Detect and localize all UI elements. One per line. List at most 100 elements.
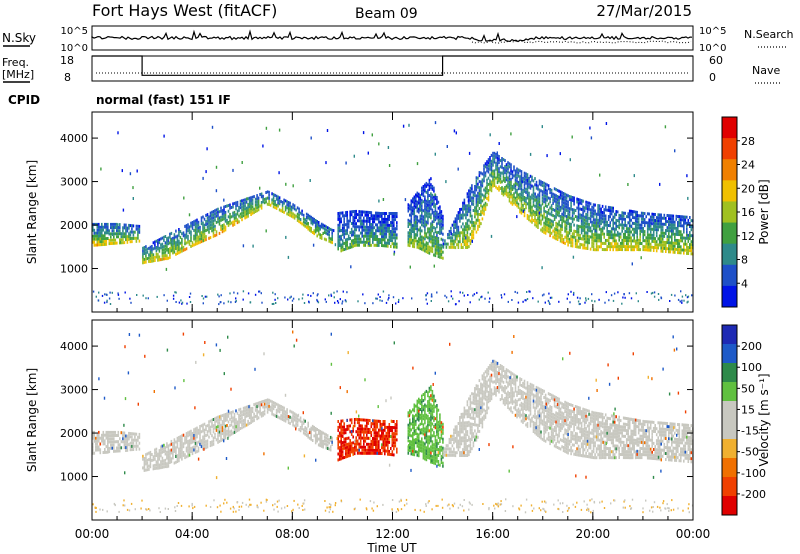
scatter-cell (157, 247, 159, 251)
scatter-cell (669, 235, 672, 239)
scatter-cell (313, 434, 315, 438)
scatter-cell (202, 423, 204, 427)
scatter-cell (627, 230, 629, 234)
scatter-cell (125, 232, 127, 236)
scatter-cell (359, 424, 362, 428)
scatter-cell (579, 225, 581, 229)
scatter-cell (556, 213, 559, 217)
scatter-cell (145, 254, 147, 258)
scatter-cell (520, 205, 523, 209)
scatter-cell (262, 411, 264, 414)
scatter-cell (338, 457, 341, 461)
noise-point (419, 204, 421, 208)
nsearch-label: N.Search (744, 28, 794, 41)
scatter-cell (359, 418, 362, 422)
scatter-cell (525, 175, 527, 179)
scatter-cell (540, 204, 542, 208)
scatter-cell (478, 218, 481, 222)
scatter-cell (588, 207, 590, 211)
scatter-cell (541, 193, 544, 197)
scatter-cell (191, 434, 194, 438)
scatter-cell (287, 421, 290, 425)
scatter-cell (412, 244, 414, 248)
scatter-cell (588, 226, 590, 229)
scatter-cell (217, 220, 219, 224)
scatter-cell (163, 245, 165, 249)
scatter-cell (430, 240, 432, 244)
scatter-cell (465, 225, 467, 229)
scatter-cell (143, 246, 146, 249)
ground-speckle (478, 298, 480, 301)
noise-point (215, 189, 218, 193)
scatter-cell (160, 246, 162, 250)
scatter-cell (221, 426, 224, 430)
scatter-cell (466, 231, 469, 235)
scatter-cell (292, 212, 294, 216)
scatter-cell (655, 231, 658, 235)
scatter-cell (382, 428, 385, 432)
scatter-cell (328, 236, 330, 240)
scatter-cell (442, 223, 444, 227)
scatter-cell (272, 401, 275, 405)
scatter-cell (164, 247, 167, 251)
scatter-cell (340, 217, 342, 221)
scatter-cell (242, 205, 245, 208)
scatter-cell (182, 453, 185, 457)
scatter-cell (655, 225, 658, 229)
scatter-cell (227, 429, 230, 432)
scatter-cell (535, 213, 538, 216)
scatter-cell (164, 254, 167, 257)
scatter-cell (496, 187, 499, 191)
scatter-cell (409, 213, 411, 217)
scatter-cell (428, 200, 431, 203)
scatter-cell (433, 238, 435, 242)
scatter-cell (413, 213, 416, 216)
scatter-cell (598, 204, 601, 208)
scatter-cell (233, 222, 236, 226)
scatter-cell (167, 464, 170, 468)
scatter-cell (107, 442, 109, 446)
scatter-cell (463, 240, 466, 244)
scatter-cell (224, 213, 227, 217)
ground-speckle (379, 299, 381, 302)
scatter-cell (190, 429, 192, 433)
scatter-cell (562, 192, 565, 195)
scatter-cell (262, 200, 264, 204)
scatter-cell (205, 223, 207, 226)
noise-point (446, 145, 448, 148)
scatter-cell (538, 194, 541, 198)
scatter-cell (203, 223, 206, 227)
scatter-cell (208, 230, 210, 234)
scatter-cell (453, 239, 455, 243)
scatter-cell (307, 424, 309, 428)
scatter-cell (480, 195, 482, 199)
scatter-cell (502, 172, 505, 176)
scatter-cell (182, 231, 185, 235)
ground-speckle (97, 299, 100, 302)
scatter-cell (451, 242, 454, 246)
scatter-cell (646, 242, 649, 246)
ground-speckle (653, 291, 656, 294)
scatter-cell (516, 173, 518, 177)
scatter-cell (537, 211, 539, 215)
scatter-cell (582, 228, 584, 232)
scatter-cell (675, 214, 678, 218)
scatter-cell (325, 436, 327, 440)
scatter-cell (671, 244, 673, 248)
scatter-cell (359, 430, 362, 434)
scatter-cell (295, 422, 297, 426)
scatter-cell (492, 184, 494, 188)
scatter-cell (671, 247, 673, 251)
scatter-cell (671, 223, 673, 227)
scatter-cell (227, 209, 230, 213)
scatter-cell (434, 197, 437, 201)
scatter-cell (394, 230, 397, 234)
noise-point (242, 244, 245, 248)
scatter-cell (236, 420, 239, 424)
scatter-cell (235, 418, 237, 422)
scatter-cell (349, 430, 351, 434)
scatter-cell (366, 225, 368, 229)
scatter-cell (155, 249, 158, 253)
scatter-cell (223, 211, 225, 215)
scatter-cell (393, 212, 395, 215)
